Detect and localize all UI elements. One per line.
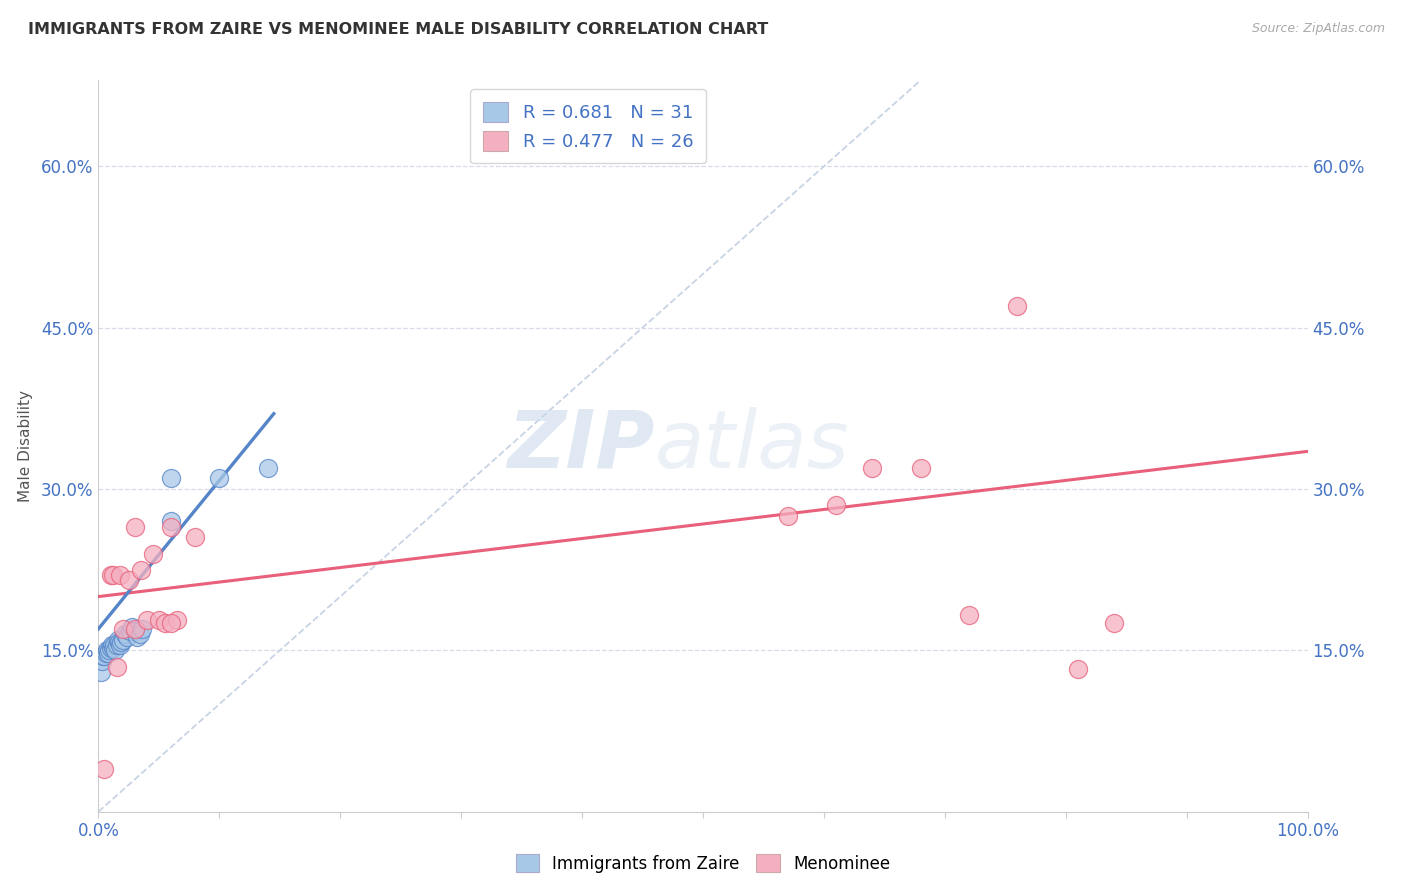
Point <box>96 643 118 657</box>
Point <box>108 638 131 652</box>
Point <box>129 563 152 577</box>
Y-axis label: Male Disability: Male Disability <box>18 390 32 502</box>
Point <box>105 659 128 673</box>
Point <box>128 627 150 641</box>
Point <box>131 622 153 636</box>
Point <box>108 568 131 582</box>
Point <box>108 634 131 648</box>
Point <box>101 568 124 582</box>
Legend: R = 0.681   N = 31, R = 0.477   N = 26: R = 0.681 N = 31, R = 0.477 N = 26 <box>470 89 706 163</box>
Point <box>124 624 146 638</box>
Point <box>910 460 932 475</box>
Point <box>256 460 278 475</box>
Point <box>91 654 114 668</box>
Point <box>118 624 141 638</box>
Point <box>127 631 149 645</box>
Point <box>100 568 122 582</box>
Point <box>1067 662 1090 676</box>
Point <box>111 632 134 647</box>
Point <box>160 519 183 533</box>
Point <box>142 547 165 561</box>
Point <box>135 613 157 627</box>
Point <box>105 638 128 652</box>
Point <box>148 613 170 627</box>
Point <box>93 762 115 776</box>
Point <box>94 646 117 660</box>
Point <box>118 574 141 588</box>
Point <box>104 643 127 657</box>
Text: Source: ZipAtlas.com: Source: ZipAtlas.com <box>1251 22 1385 36</box>
Point <box>160 616 183 631</box>
Point <box>114 627 136 641</box>
Point <box>1102 616 1125 631</box>
Point <box>153 616 176 631</box>
Point <box>100 638 122 652</box>
Point <box>160 471 183 485</box>
Point <box>90 665 112 679</box>
Point <box>776 508 799 523</box>
Point <box>97 646 120 660</box>
Point <box>101 641 124 656</box>
Text: IMMIGRANTS FROM ZAIRE VS MENOMINEE MALE DISABILITY CORRELATION CHART: IMMIGRANTS FROM ZAIRE VS MENOMINEE MALE … <box>28 22 768 37</box>
Point <box>98 643 121 657</box>
Point <box>111 622 134 636</box>
Point <box>110 634 132 648</box>
Point <box>117 631 139 645</box>
Text: ZIP: ZIP <box>508 407 655 485</box>
Point <box>124 519 146 533</box>
Point <box>103 638 125 652</box>
Point <box>107 632 129 647</box>
Point <box>208 471 231 485</box>
Point <box>957 607 980 622</box>
Point <box>124 622 146 636</box>
Point <box>160 514 183 528</box>
Text: atlas: atlas <box>655 407 849 485</box>
Point <box>825 498 848 512</box>
Point <box>121 620 143 634</box>
Point <box>166 613 188 627</box>
Legend: Immigrants from Zaire, Menominee: Immigrants from Zaire, Menominee <box>509 847 897 880</box>
Point <box>860 460 883 475</box>
Point <box>100 641 122 656</box>
Point <box>1007 299 1029 313</box>
Point <box>93 648 115 663</box>
Point <box>91 648 114 663</box>
Point <box>184 530 207 544</box>
